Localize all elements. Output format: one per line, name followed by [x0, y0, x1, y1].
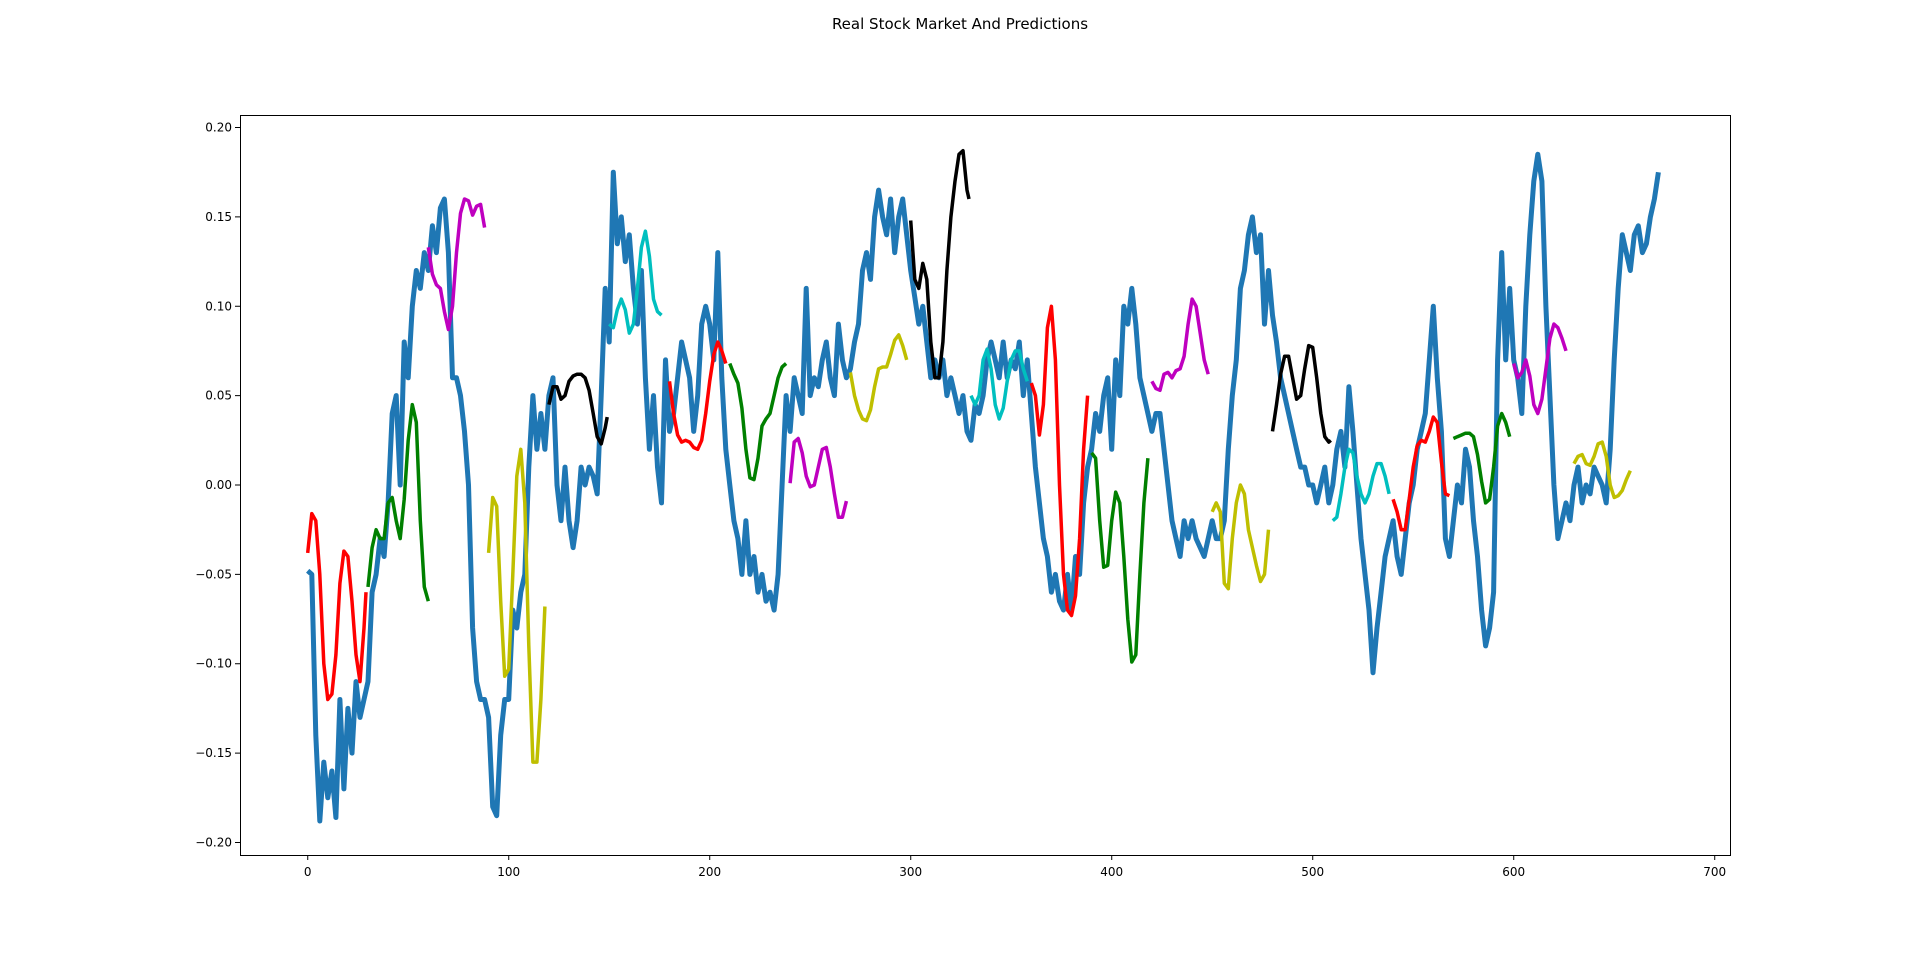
- prediction-line-20: [1452, 411, 1512, 505]
- x-tick-label: 700: [1703, 865, 1726, 879]
- axes-frame: [240, 115, 1731, 856]
- y-tick-label: −0.10: [195, 657, 232, 671]
- y-tick-label: 0.15: [205, 210, 232, 224]
- x-tick-label: 600: [1502, 865, 1525, 879]
- real-series-line: [306, 151, 1661, 824]
- y-axis: −0.20 −0.15 −0.10 −0.05 0.00 0.05 0.10 0.15 0.20: [195, 121, 240, 849]
- y-tick-label: −0.05: [195, 567, 232, 581]
- y-tick-label: 0.05: [205, 389, 232, 403]
- chart-title: Real Stock Market And Predictions: [831, 15, 1089, 33]
- y-tick-label: 0.10: [205, 299, 232, 313]
- prediction-line-19: [1391, 415, 1451, 532]
- prediction-line-18: [1331, 447, 1391, 523]
- prediction-line-9: [788, 436, 849, 519]
- prediction-line-1: [305, 511, 368, 702]
- prediction-line-11: [908, 148, 971, 380]
- series-layer: [305, 148, 1661, 824]
- prediction-line-16: [1210, 483, 1271, 591]
- prediction-line-3: [426, 197, 487, 332]
- prediction-line-13: [1029, 304, 1090, 618]
- prediction-line-15: [1150, 297, 1210, 393]
- prediction-line-2: [366, 402, 430, 602]
- x-tick-label: 300: [899, 865, 922, 879]
- y-tick-label: 0.00: [205, 478, 232, 492]
- prediction-line-14: [1090, 451, 1150, 664]
- prediction-line-22: [1572, 440, 1632, 500]
- x-axis: 0 100 200 300 400 500 600 700: [304, 855, 1726, 879]
- x-tick-label: 200: [698, 865, 721, 879]
- prediction-line-10: [848, 333, 909, 423]
- y-tick-label: −0.20: [195, 835, 232, 849]
- prediction-line-7: [667, 340, 728, 452]
- prediction-line-12: [969, 347, 1029, 421]
- prediction-line-21: [1512, 322, 1568, 416]
- y-tick-label: 0.20: [205, 121, 232, 135]
- prediction-line-4: [486, 447, 547, 764]
- x-tick-label: 400: [1100, 865, 1123, 879]
- prediction-line-8: [728, 362, 788, 482]
- prediction-line-6: [608, 229, 663, 335]
- x-tick-label: 100: [497, 865, 520, 879]
- y-tick-label: −0.15: [195, 746, 232, 760]
- prediction-line-5: [547, 372, 609, 446]
- x-tick-label: 0: [304, 865, 312, 879]
- prediction-line-17: [1270, 343, 1332, 444]
- x-tick-label: 500: [1301, 865, 1324, 879]
